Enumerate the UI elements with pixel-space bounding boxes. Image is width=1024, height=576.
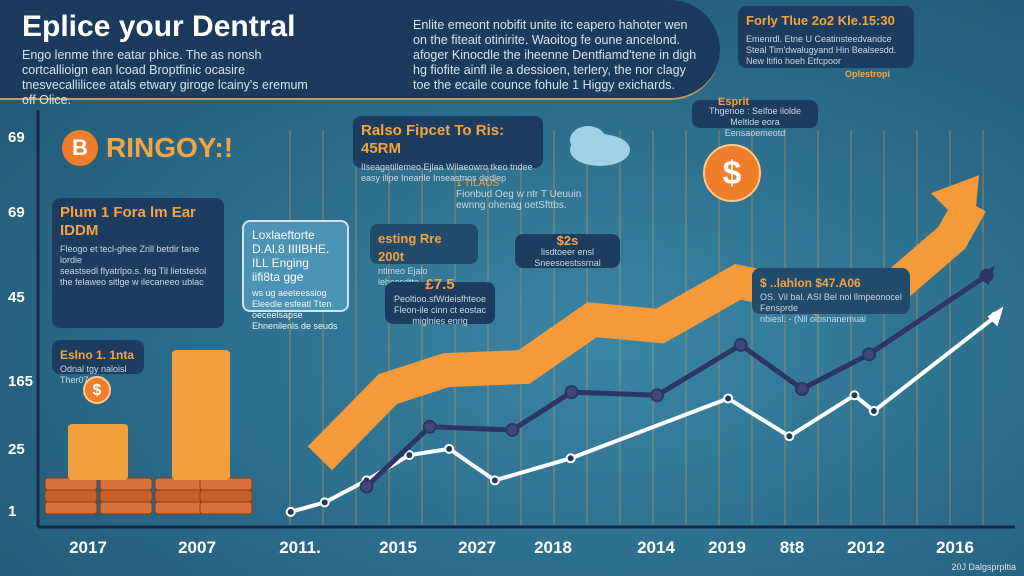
dollar-coin-icon xyxy=(703,144,761,202)
page-title: Eplice your Dentral xyxy=(22,10,296,43)
info-box-footer: Oplestropi xyxy=(845,69,891,79)
data-point xyxy=(489,475,500,486)
data-point xyxy=(404,450,415,461)
info-box-title: Esprit xyxy=(718,96,750,108)
y-tick-label: 45 xyxy=(8,289,25,306)
arrow-head-icon xyxy=(987,306,1004,327)
y-tick-label: 69 xyxy=(8,204,25,221)
dollar-coin-icon xyxy=(83,376,111,404)
data-point xyxy=(868,406,879,417)
data-point xyxy=(723,393,734,404)
coin-stack xyxy=(44,489,98,503)
data-point xyxy=(319,497,330,508)
data-point xyxy=(444,443,455,454)
coin-stack xyxy=(154,501,208,515)
info-box: Loxlaeftorte D.Al.8 IIIIBHE. ILL Enging … xyxy=(242,220,349,331)
coin-stack xyxy=(172,350,230,480)
info-box: Eslno 1. 1nta Odnal tgy naloisl Ther07 xyxy=(52,340,144,385)
data-point xyxy=(733,337,748,352)
header-panel: Eplice your Dentral Engo lenme thre eata… xyxy=(0,0,720,107)
data-point xyxy=(794,382,809,396)
data-point xyxy=(564,385,579,400)
dollar-icon: $ xyxy=(723,155,742,192)
intro-text-2: Enlite emeont nobifit unite itc eapero h… xyxy=(413,18,697,92)
x-tick-label: 2011. xyxy=(279,538,321,557)
y-tick-label: 165 xyxy=(8,373,34,390)
dollar-icon: $ xyxy=(93,382,102,399)
credit: 20J Dalgsprpltia xyxy=(951,562,1016,572)
x-tick-label: 2027 xyxy=(458,538,496,557)
data-point xyxy=(359,479,374,494)
x-tick-label: 2016 xyxy=(936,538,974,557)
data-point xyxy=(849,390,860,401)
x-tick-label: 2017 xyxy=(69,538,107,557)
info-box: $ ..lahlon $47.A06 OS. Vil bal. ASI Bel n… xyxy=(752,268,910,324)
arrow-head-icon xyxy=(978,265,995,286)
data-point xyxy=(784,431,795,442)
x-tick-label: 2007 xyxy=(178,538,216,557)
coin-stack xyxy=(99,501,153,515)
x-tick-label: 2018 xyxy=(534,538,572,557)
coin-stack xyxy=(44,501,98,515)
annotation: 1 TILAUS Fionbud Oeg w ntr T Ueuuin ewnng … xyxy=(456,178,582,211)
y-tick-label: 25 xyxy=(8,441,25,458)
series-orange-band xyxy=(307,194,986,471)
coin-stack xyxy=(99,489,153,503)
data-point xyxy=(565,453,576,464)
arrow-head-icon xyxy=(931,175,980,236)
data-point xyxy=(862,347,877,362)
coin-stack xyxy=(68,424,128,480)
coin-stack xyxy=(154,489,208,503)
data-point xyxy=(285,506,296,517)
data-point xyxy=(650,388,665,403)
info-box: £7.5 Peoltioo.sfWdeisfhteoe Fleon-ile cinn… xyxy=(385,276,495,326)
info-box: $2s lisdtoeer ensl Sneesoestssrnal xyxy=(515,234,620,268)
x-tick-label: 2012 xyxy=(847,538,885,557)
coin-stack xyxy=(199,489,253,503)
brand: B RINGOY:! xyxy=(62,130,233,166)
x-tick-label: 2014 xyxy=(637,538,675,557)
intro-text: Engo lenme thre eatar phice. The as nons… xyxy=(22,48,308,107)
series-white-line xyxy=(290,314,997,514)
y-tick-label: 69 xyxy=(8,129,25,146)
data-point xyxy=(505,422,520,437)
info-box: Ralso Fipcet To Ris: 45RM Ilseagetillemeo… xyxy=(353,116,543,183)
data-point xyxy=(422,419,437,434)
x-tick-label: 2019 xyxy=(708,538,746,557)
info-box: Thgenoe : Selfoe ilolde Meltlde eora Eens… xyxy=(692,100,818,138)
info-box: Plum 1 Fora lm Ear IDDM Fleogo et tecl-gh… xyxy=(52,198,224,328)
cloud-icon xyxy=(570,126,606,154)
info-box: Forly Tlue 2o2 Kle.15:30 Emenrdl. Etne U… xyxy=(738,6,914,68)
x-tick-label: 8t8 xyxy=(779,538,805,557)
x-tick-label: 2015 xyxy=(379,538,417,557)
brand-label: RINGOY:! xyxy=(106,132,234,163)
coin-stack xyxy=(199,501,253,515)
bitcoin-icon: B xyxy=(62,130,98,166)
y-tick-label: 1 xyxy=(8,503,17,520)
